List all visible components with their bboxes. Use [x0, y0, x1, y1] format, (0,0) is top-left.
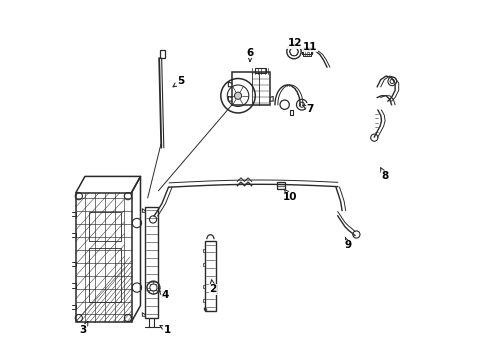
- Bar: [76, 193, 131, 321]
- Bar: [88, 212, 121, 241]
- Text: 11: 11: [302, 42, 317, 52]
- Bar: [276, 182, 284, 189]
- Text: 4: 4: [158, 290, 168, 301]
- Bar: [204, 241, 215, 311]
- Text: 8: 8: [380, 168, 388, 181]
- Text: 9: 9: [344, 237, 351, 250]
- Bar: [255, 68, 265, 73]
- Bar: [144, 207, 158, 318]
- Text: 2: 2: [209, 280, 216, 294]
- Bar: [301, 48, 311, 54]
- Circle shape: [234, 92, 241, 99]
- Text: 3: 3: [80, 321, 88, 335]
- Bar: [231, 72, 269, 105]
- Text: 6: 6: [246, 48, 253, 62]
- Text: 5: 5: [173, 76, 184, 87]
- Bar: [88, 248, 121, 302]
- Text: 7: 7: [302, 104, 313, 114]
- Text: 1: 1: [160, 325, 171, 335]
- Bar: [303, 47, 310, 55]
- Bar: [160, 50, 164, 58]
- Text: 12: 12: [287, 38, 301, 48]
- Text: 10: 10: [283, 189, 297, 202]
